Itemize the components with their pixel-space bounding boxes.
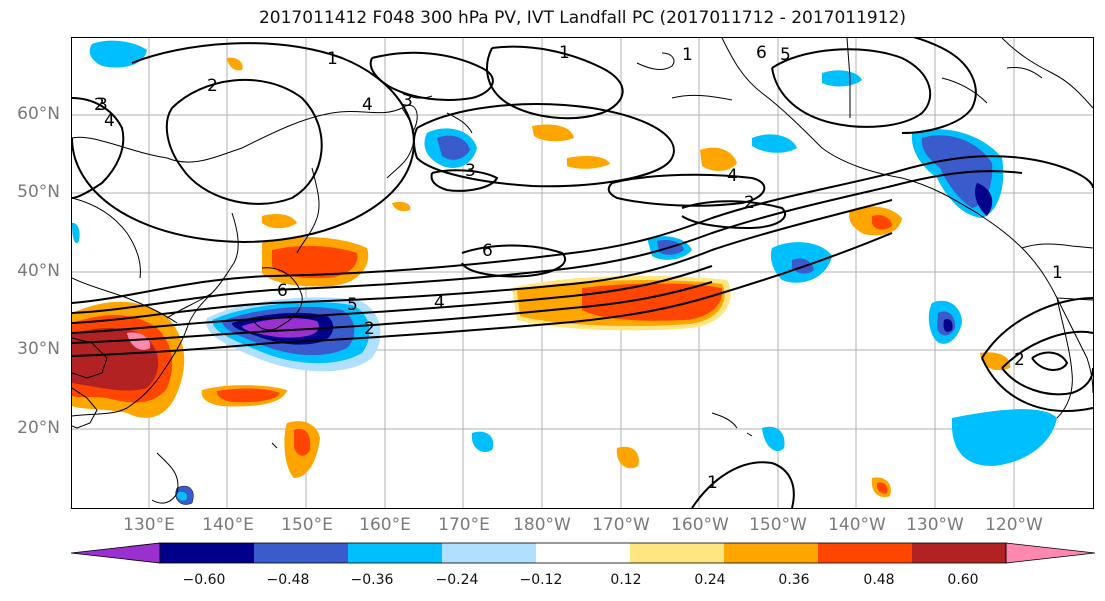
colorbar-tick: 0.48: [863, 572, 895, 588]
lat-label-40n: 40°N: [17, 261, 60, 281]
lat-label-20n: 20°N: [17, 418, 60, 438]
contour-label: 6: [756, 43, 767, 63]
lon-label-120w: 120°W: [985, 515, 1043, 535]
colorbar-cell: [160, 543, 254, 563]
colorbar-tick: 0.12: [610, 572, 642, 588]
colorbar-tick: 0.36: [778, 572, 810, 588]
contour-label: 4: [362, 95, 373, 115]
lat-label-60n: 60°N: [17, 104, 60, 124]
shaded-anomalies: [72, 40, 1057, 505]
colorbar: [70, 542, 1096, 564]
map-title: 2017011412 F048 300 hPa PV, IVT Landfall…: [258, 8, 906, 28]
colorbar-tick: 0.60: [947, 572, 979, 588]
colorbar-tick: −0.48: [266, 572, 310, 588]
lon-label-150w: 150°W: [749, 515, 807, 535]
lon-label-180w: 180°W: [513, 515, 571, 535]
contour-label: 3: [465, 161, 476, 181]
lon-label-170e: 170°E: [438, 515, 490, 535]
colorbar-outline: [159, 542, 1007, 564]
contour-label: 1: [707, 473, 718, 493]
lon-label-160w: 160°W: [671, 515, 729, 535]
contour-label: 4: [727, 166, 738, 186]
contour-label: 4: [104, 111, 115, 131]
colorbar-extend-low: [70, 542, 161, 564]
lon-label-130e: 130°E: [123, 515, 175, 535]
colorbar-cell: [912, 543, 1006, 563]
contour-label: 2: [1014, 350, 1025, 370]
lon-label-150e: 150°E: [281, 515, 333, 535]
contour-label: 5: [347, 295, 358, 315]
lon-label-140e: 140°E: [202, 515, 254, 535]
map-panel: 2 3 4 1 2 1 4 3 1 6 5 3 2 6 6 4 5 2 4 1 …: [71, 37, 1094, 509]
lon-label-140w: 140°W: [828, 515, 886, 535]
lon-label-170w: 170°W: [592, 515, 650, 535]
gridlines: [72, 38, 1093, 508]
colorbar-cell: [630, 543, 724, 563]
colorbar-extend-high: [1005, 542, 1096, 564]
lon-label-160e: 160°E: [359, 515, 411, 535]
colorbar-cell: [536, 543, 630, 563]
contour-label: 1: [682, 45, 693, 65]
contour-label: 1: [327, 49, 338, 69]
colorbar-cell: [818, 543, 912, 563]
colorbar-cell: [348, 543, 442, 563]
contour-label: 3: [402, 91, 413, 111]
contour-labels: 2 3 4 1 2 1 4 3 1 6 5 3 2 6 6 4 5 2 4 1 …: [94, 43, 1063, 493]
contour-label: 2: [744, 193, 755, 213]
contour-label: 5: [780, 45, 791, 65]
colorbar-tick: −0.36: [350, 572, 394, 588]
colorbar-tick: −0.12: [519, 572, 563, 588]
pv-contours: [72, 38, 1093, 508]
lat-label-50n: 50°N: [17, 182, 60, 202]
contour-label: 2: [207, 76, 218, 96]
colorbar-tick: 0.24: [694, 572, 726, 588]
colorbar-tick: −0.24: [435, 572, 479, 588]
lat-label-30n: 30°N: [17, 339, 60, 359]
colorbar-cells: [70, 542, 1096, 564]
contour-label: 1: [559, 43, 570, 63]
colorbar-cell: [724, 543, 818, 563]
contour-label: 6: [277, 281, 288, 301]
contour-label: 4: [434, 293, 445, 313]
contour-label: 1: [1052, 263, 1063, 283]
contour-label: 6: [482, 241, 493, 261]
contour-label: 3: [97, 95, 108, 115]
colorbar-tick: −0.60: [182, 572, 226, 588]
contour-label: 2: [364, 319, 375, 339]
contour-label: 2: [94, 95, 105, 115]
lon-label-130w: 130°W: [906, 515, 964, 535]
colorbar-cell: [254, 543, 348, 563]
colorbar-cell: [442, 543, 536, 563]
